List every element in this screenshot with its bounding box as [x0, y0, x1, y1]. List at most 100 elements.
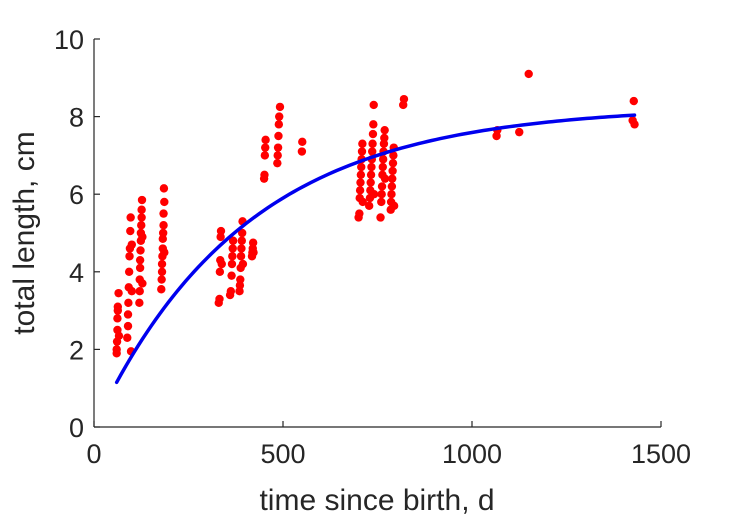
- data-point: [160, 197, 169, 207]
- data-point: [369, 190, 379, 199]
- data-point: [137, 205, 146, 214]
- data-point: [358, 197, 367, 207]
- data-point: [135, 287, 144, 296]
- data-point: [260, 170, 269, 179]
- data-point: [114, 288, 123, 298]
- data-point: [159, 209, 168, 218]
- scatter-points: [112, 69, 639, 358]
- data-point: [237, 244, 246, 253]
- data-point: [274, 131, 283, 141]
- data-point: [159, 184, 169, 193]
- data-point: [380, 174, 390, 183]
- data-point: [630, 120, 639, 129]
- data-point: [380, 125, 389, 135]
- data-point: [123, 310, 133, 319]
- data-point: [138, 232, 147, 242]
- data-point: [376, 213, 385, 222]
- data-point: [159, 221, 168, 230]
- x-tick-label: 1000: [442, 439, 502, 469]
- data-point: [388, 166, 397, 176]
- data-point: [273, 143, 283, 152]
- data-point: [629, 96, 638, 106]
- data-point: [137, 221, 146, 230]
- data-point: [135, 263, 145, 273]
- axes: [93, 39, 661, 428]
- data-point: [358, 139, 367, 148]
- data-point: [123, 321, 133, 331]
- data-point: [127, 240, 136, 249]
- data-point: [368, 129, 378, 139]
- data-point: [369, 120, 378, 129]
- y-tick-label: 2: [69, 335, 84, 365]
- data-point: [157, 267, 167, 276]
- data-point: [113, 314, 122, 323]
- data-point: [387, 182, 397, 191]
- data-point: [273, 158, 282, 168]
- data-point: [357, 162, 366, 172]
- data-point: [126, 213, 135, 222]
- data-point: [366, 170, 376, 179]
- data-point: [228, 244, 237, 253]
- data-point: [364, 201, 374, 211]
- data-point: [298, 137, 307, 147]
- data-point: [157, 285, 166, 294]
- data-point: [369, 100, 378, 110]
- data-point: [236, 252, 246, 261]
- y-axis-label: total length, cm: [8, 131, 41, 334]
- data-point: [389, 151, 398, 160]
- data-point: [136, 246, 145, 255]
- data-point: [367, 162, 376, 172]
- data-point: [113, 302, 123, 311]
- data-point: [227, 259, 237, 269]
- data-point: [114, 331, 124, 341]
- data-point: [215, 294, 224, 304]
- data-point: [227, 271, 236, 280]
- data-point: [377, 197, 386, 207]
- y-tick-label: 10: [54, 25, 84, 55]
- data-point: [377, 190, 386, 199]
- ticks: 0 500 1000 1500 0 2 4 6 8 10: [54, 25, 691, 469]
- data-point: [387, 190, 396, 199]
- data-point: [236, 275, 245, 284]
- data-point: [138, 279, 147, 288]
- data-point: [366, 178, 375, 187]
- data-point: [157, 275, 166, 284]
- data-point: [356, 170, 366, 179]
- y-tick-label: 4: [69, 258, 84, 288]
- data-point: [215, 267, 225, 276]
- y-tick-label: 6: [69, 180, 84, 210]
- data-point: [355, 209, 364, 218]
- data-point: [388, 158, 398, 168]
- data-point: [137, 195, 147, 205]
- data-point: [228, 236, 238, 245]
- data-point: [249, 248, 258, 257]
- x-axis-label: time since birth, d: [259, 484, 494, 517]
- data-point: [158, 228, 168, 238]
- y-tick-label: 8: [69, 103, 84, 133]
- data-point: [127, 287, 136, 296]
- data-point: [237, 236, 246, 245]
- data-point: [237, 228, 247, 238]
- data-point: [368, 147, 377, 156]
- data-point: [123, 333, 132, 342]
- data-point: [388, 174, 397, 183]
- data-point: [515, 127, 524, 137]
- data-point: [275, 102, 285, 112]
- fit-curve-line: [114, 113, 637, 385]
- data-point: [389, 201, 399, 211]
- data-point: [524, 69, 533, 79]
- data-point: [273, 151, 282, 160]
- data-point: [137, 213, 146, 222]
- data-point: [157, 259, 167, 269]
- data-point: [275, 112, 284, 121]
- data-point: [355, 186, 365, 195]
- data-point: [228, 252, 237, 261]
- data-point: [274, 120, 284, 129]
- fitted-curve: [114, 113, 637, 385]
- data-point: [377, 182, 387, 191]
- data-point: [125, 252, 134, 261]
- data-point: [126, 226, 135, 236]
- data-point: [124, 267, 134, 276]
- data-point: [297, 147, 307, 156]
- x-tick-label: 500: [260, 439, 305, 469]
